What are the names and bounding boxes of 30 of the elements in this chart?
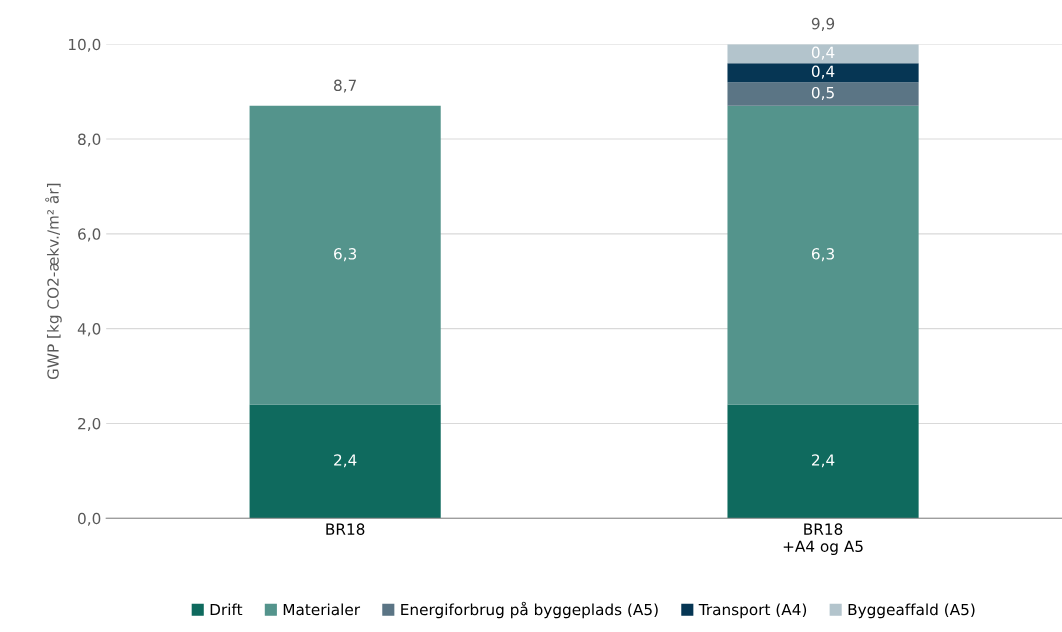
data-label: 6,3 xyxy=(334,248,357,262)
y-tick-label: 2,0 xyxy=(78,417,101,432)
x-tick-label: BR18 xyxy=(326,523,365,535)
data-label: 2,4 xyxy=(334,454,357,468)
y-axis-title: GWP [kg CO2-ækv./m² år] xyxy=(45,183,62,380)
legend-label: Energiforbrug på byggeplads (A5) xyxy=(401,601,658,619)
y-tick-label: 10,0 xyxy=(69,38,101,52)
data-label: 2,4 xyxy=(812,454,835,468)
legend-label: Drift xyxy=(210,603,243,616)
legend-label: Byggeaffald (A5) xyxy=(848,603,975,619)
data-label: 0,4 xyxy=(811,65,835,79)
y-tick-label: 6,0 xyxy=(78,228,101,242)
bar xyxy=(727,404,919,519)
total-label: 8,7 xyxy=(334,79,356,93)
x-tick-label: BR18 +A4 og A5 xyxy=(783,523,863,555)
data-label: 0,4 xyxy=(811,46,835,60)
y-tick-label: 8,0 xyxy=(78,133,101,147)
y-tick-label: 4,0 xyxy=(77,323,101,337)
data-label: 0,5 xyxy=(811,86,834,100)
bar xyxy=(727,44,919,64)
legend-label: Materialer xyxy=(283,603,361,616)
bar xyxy=(727,82,919,106)
y-tick-label: 0,0 xyxy=(78,512,101,526)
bar xyxy=(249,105,441,405)
data-label: 6,3 xyxy=(811,248,834,262)
bar xyxy=(727,105,919,405)
total-label: 9,9 xyxy=(811,17,835,31)
legend-label: Transport (A4) xyxy=(698,603,807,619)
bar xyxy=(727,63,919,83)
bar xyxy=(249,404,441,519)
